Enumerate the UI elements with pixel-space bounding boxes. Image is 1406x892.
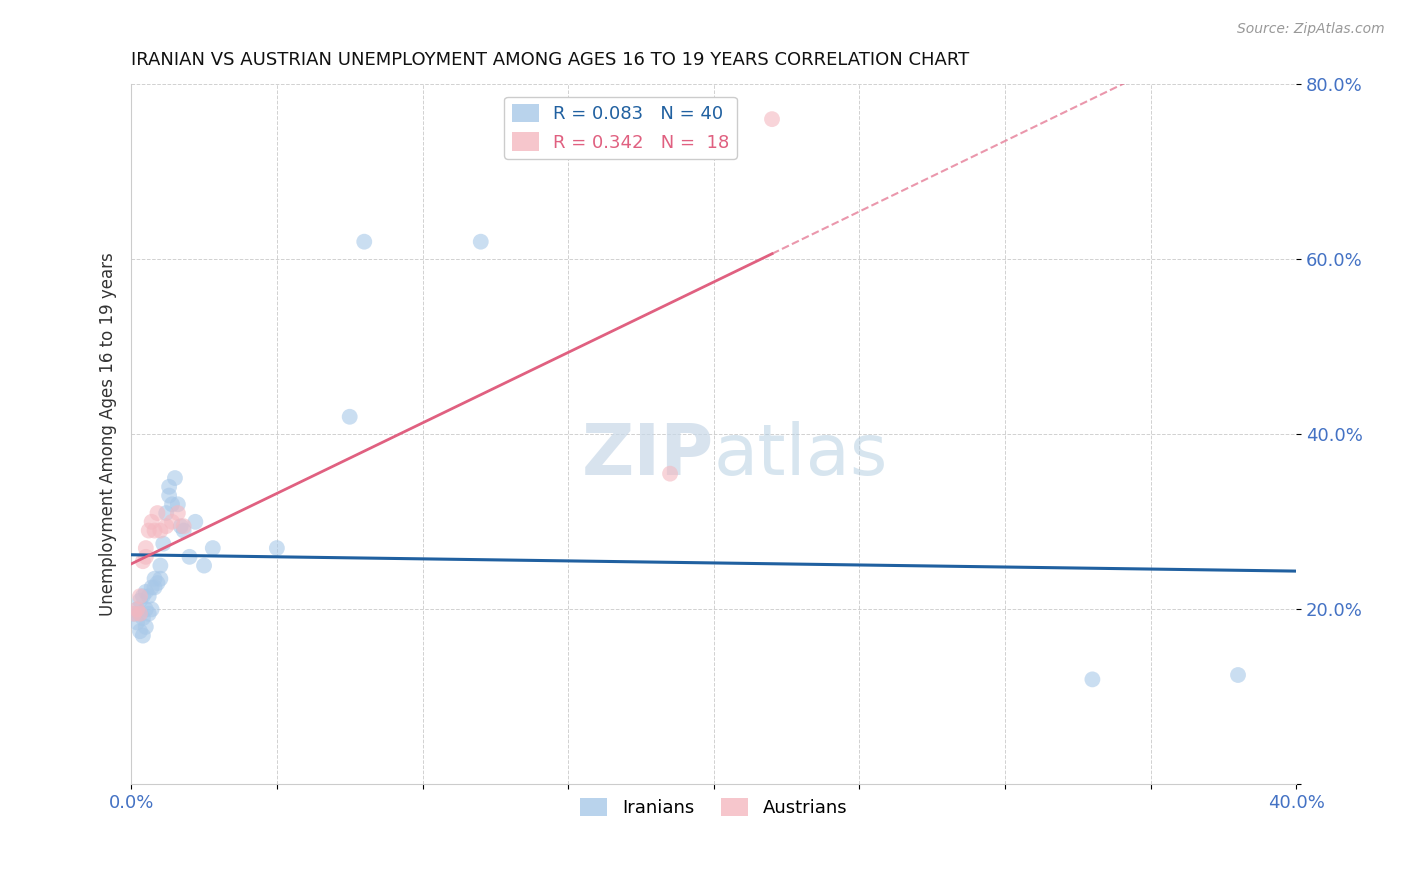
- Point: [125, 615, 148, 630]
- Point: [160, 497, 183, 511]
- Text: Source: ZipAtlas.com: Source: ZipAtlas.com: [1237, 22, 1385, 37]
- Point: [135, 602, 157, 616]
- Point: [1081, 673, 1104, 687]
- Point: [149, 524, 172, 538]
- Point: [135, 585, 157, 599]
- Point: [163, 471, 186, 485]
- Point: [173, 519, 195, 533]
- Point: [141, 515, 163, 529]
- Point: [266, 541, 288, 555]
- Point: [201, 541, 224, 555]
- Point: [138, 607, 160, 621]
- Point: [132, 629, 155, 643]
- Point: [129, 607, 152, 621]
- Point: [146, 576, 169, 591]
- Point: [155, 519, 177, 533]
- Point: [135, 541, 157, 555]
- Point: [659, 467, 682, 481]
- Point: [129, 607, 152, 621]
- Point: [166, 497, 188, 511]
- Point: [149, 572, 172, 586]
- Point: [132, 589, 155, 603]
- Point: [138, 589, 160, 603]
- Point: [135, 549, 157, 564]
- Point: [141, 581, 163, 595]
- Text: ZIP: ZIP: [582, 421, 714, 490]
- Point: [761, 112, 783, 127]
- Point: [339, 409, 361, 424]
- Text: atlas: atlas: [714, 421, 889, 490]
- Point: [184, 515, 207, 529]
- Point: [138, 524, 160, 538]
- Point: [160, 515, 183, 529]
- Text: IRANIAN VS AUSTRIAN UNEMPLOYMENT AMONG AGES 16 TO 19 YEARS CORRELATION CHART: IRANIAN VS AUSTRIAN UNEMPLOYMENT AMONG A…: [131, 51, 970, 69]
- Point: [132, 554, 155, 568]
- Point: [129, 624, 152, 639]
- Point: [157, 480, 180, 494]
- Point: [166, 506, 188, 520]
- Point: [122, 607, 145, 621]
- Y-axis label: Unemployment Among Ages 16 to 19 years: Unemployment Among Ages 16 to 19 years: [100, 252, 117, 616]
- Point: [155, 506, 177, 520]
- Point: [129, 593, 152, 607]
- Point: [141, 602, 163, 616]
- Point: [129, 589, 152, 603]
- Point: [132, 611, 155, 625]
- Point: [1227, 668, 1250, 682]
- Point: [157, 489, 180, 503]
- Point: [179, 549, 201, 564]
- Point: [125, 602, 148, 616]
- Point: [170, 519, 193, 533]
- Point: [122, 607, 145, 621]
- Point: [143, 581, 166, 595]
- Point: [143, 572, 166, 586]
- Point: [353, 235, 375, 249]
- Point: [152, 537, 174, 551]
- Point: [149, 558, 172, 573]
- Point: [193, 558, 215, 573]
- Point: [146, 506, 169, 520]
- Point: [173, 524, 195, 538]
- Point: [125, 602, 148, 616]
- Point: [470, 235, 492, 249]
- Point: [143, 524, 166, 538]
- Legend: Iranians, Austrians: Iranians, Austrians: [574, 790, 855, 824]
- Point: [135, 620, 157, 634]
